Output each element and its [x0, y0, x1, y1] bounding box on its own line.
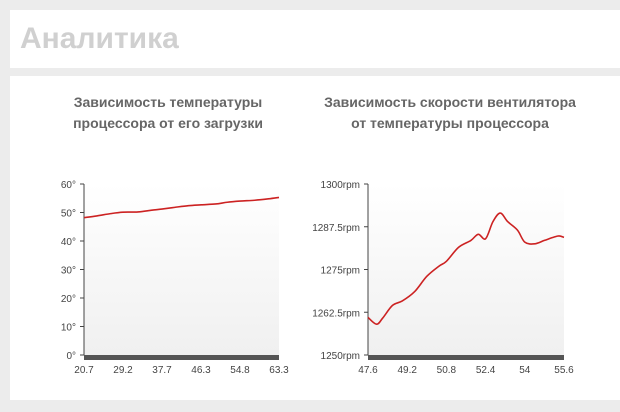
y-tick-label: 0° [66, 351, 76, 362]
plot-area [84, 184, 279, 355]
plot-area [368, 184, 564, 355]
x-tick-label: 63.3 [269, 365, 289, 376]
chart-1-title: Зависимость температуры процессора от ег… [73, 94, 263, 131]
series-line [83, 196, 280, 219]
x-axis-bar [368, 355, 564, 360]
y-tick-label: 1250rpm [321, 351, 360, 362]
y-tick-label: 60° [61, 180, 76, 191]
y-tick-label: 10° [61, 323, 76, 334]
page-title: Аналитика [20, 22, 179, 55]
x-tick-label: 52.4 [476, 365, 496, 376]
y-tick-label: 40° [61, 237, 76, 248]
y-tick-label: 30° [61, 266, 76, 277]
x-tick-label: 54 [519, 365, 531, 376]
y-tick-label: 1300rpm [321, 180, 360, 191]
x-tick-label: 20.7 [74, 365, 94, 376]
y-tick-label: 1262.5rpm [312, 308, 360, 319]
y-tick-label: 1287.5rpm [312, 223, 360, 234]
series-line [367, 212, 565, 326]
x-tick-label: 46.3 [191, 365, 211, 376]
x-tick-label: 50.8 [437, 365, 457, 376]
x-tick-label: 47.6 [358, 365, 378, 376]
x-tick-label: 54.8 [230, 365, 250, 376]
chart-2: 1250rpm 1262.5rpm 1275rpm 1287.5rpm 1300rpm 4… [312, 180, 574, 376]
y-tick-label: 1275rpm [321, 266, 360, 277]
page-header: Аналитика [10, 10, 620, 68]
chart-1: 0° 10° 20° 30° 40° 50° 60° 20.7 29.2 37.7 46.3 54.8… [61, 180, 289, 376]
x-tick-label: 37.7 [152, 365, 172, 376]
x-axis-bar [84, 355, 279, 360]
x-tick-label: 49.2 [397, 365, 417, 376]
x-tick-label: 29.2 [113, 365, 133, 376]
chart-2-title: Зависимость скорости вентилятора от темп… [324, 94, 576, 131]
y-tick-label: 50° [61, 209, 76, 220]
x-tick-label: 55.6 [554, 365, 574, 376]
y-tick-label: 20° [61, 294, 76, 305]
